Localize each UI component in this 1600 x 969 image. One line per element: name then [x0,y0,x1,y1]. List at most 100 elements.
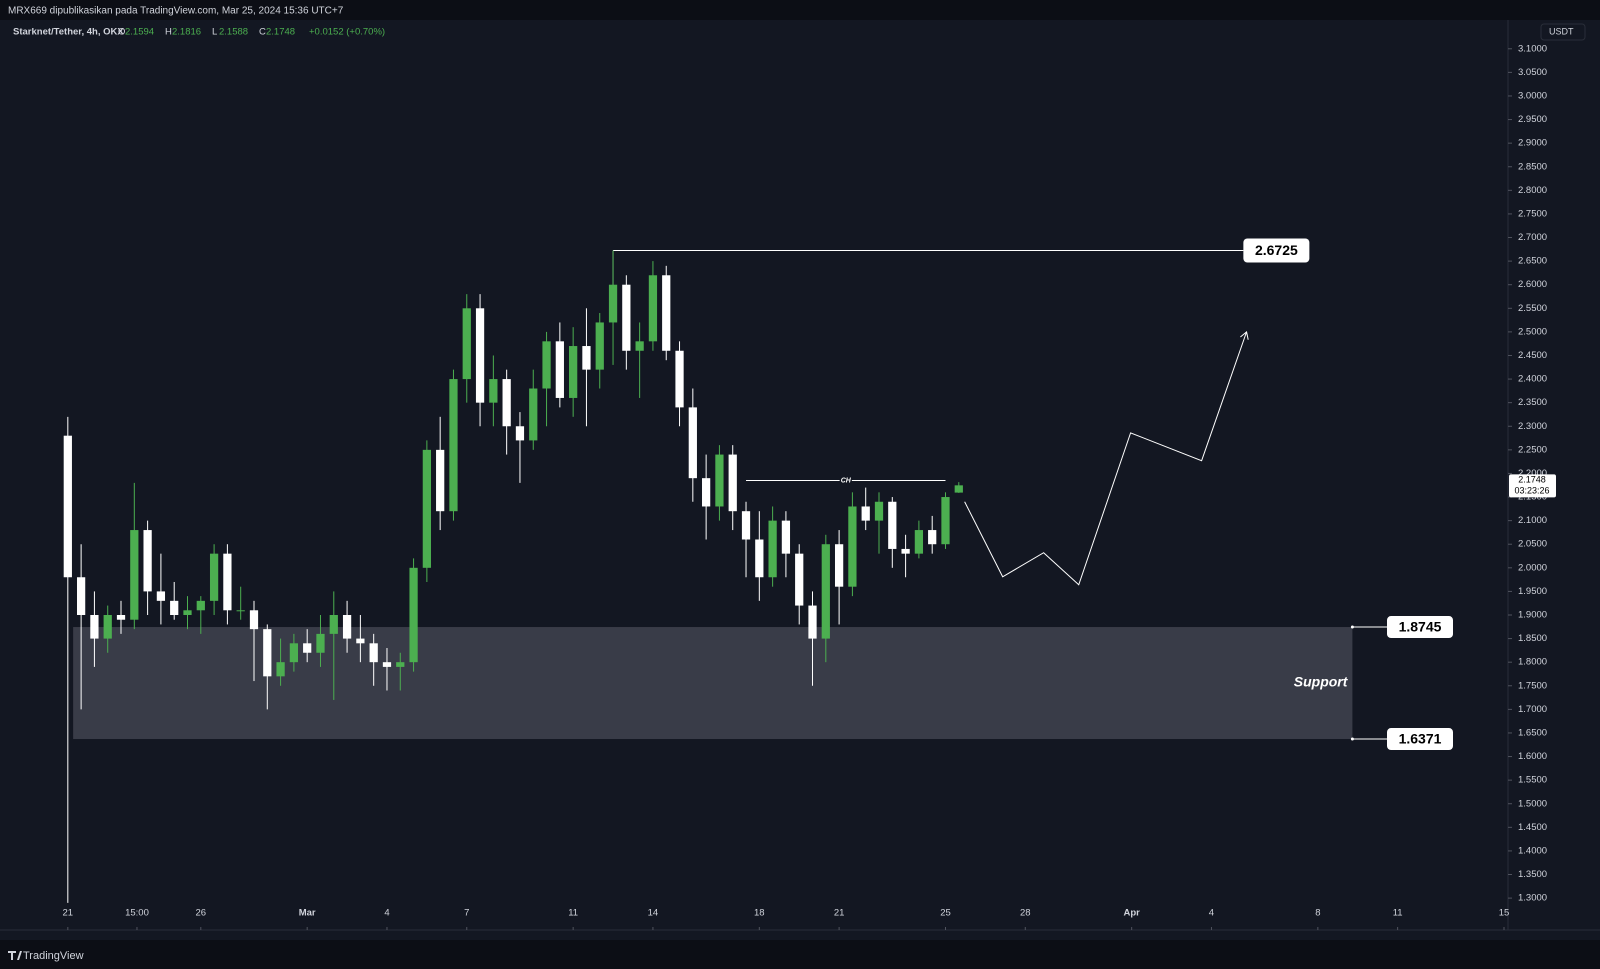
candle-body [928,530,937,545]
y-tick-label: 1.6000 [1518,751,1547,762]
candle-body [861,506,870,521]
legend-value: 2.1748 [266,27,295,38]
y-tick-label: 2.0500 [1518,539,1547,550]
candle-body [502,379,511,427]
y-tick-label: 2.6000 [1518,279,1547,290]
candle-body [702,478,711,507]
price-tag-label: 2.6725 [1255,242,1298,258]
x-tick-label: 11 [1393,908,1403,919]
candle-body [888,501,897,549]
support-label: Support [1294,674,1349,690]
candle-body [130,530,139,620]
x-tick-label: 14 [648,908,659,919]
last-price: 2.1748 [1518,475,1546,485]
candle-body [795,553,804,606]
y-tick-label: 2.1000 [1518,515,1547,526]
candle-body [569,346,578,398]
y-tick-label: 1.3000 [1518,893,1547,904]
candle-body [848,506,857,587]
y-tick-label: 2.8000 [1518,185,1547,196]
candle-body [755,539,764,578]
x-tick-label: Apr [1123,908,1140,919]
y-tick-label: 2.5500 [1518,303,1547,314]
footer-bar [0,940,1600,969]
x-tick-label: 18 [754,908,765,919]
candle-body [90,614,99,639]
candle-body [808,605,817,639]
candle-body [874,501,884,521]
legend-value: 2.1594 [125,27,154,38]
x-tick-label: 8 [1315,908,1320,919]
price-tag [1387,616,1453,639]
legend-change: +0.0152 (+0.70%) [309,27,385,38]
legend-key: L [212,27,217,38]
y-tick-label: 1.4500 [1518,822,1547,833]
legend-key: O [118,27,125,38]
projection-arrowhead [1240,330,1249,340]
candle-body [914,530,924,554]
candle-body [143,530,152,592]
y-tick-label: 2.3000 [1518,421,1547,432]
candle-body [329,614,338,634]
y-tick-label: 1.5000 [1518,798,1547,809]
candle-body [595,322,604,370]
candle-body [196,600,205,611]
y-tick-label: 1.4000 [1518,845,1547,856]
candle-body [356,638,365,644]
candle-body [369,643,378,663]
candle-body [781,520,791,554]
candle-body [76,577,86,615]
y-tick-label: 1.3500 [1518,869,1547,880]
candle-body [515,426,525,441]
candle-body [436,449,445,512]
candle-body [103,614,112,639]
y-tick-label: 1.5500 [1518,775,1547,786]
candle-body [901,548,910,554]
candle-body [688,407,697,479]
price-tag [1243,238,1310,263]
candle-body [555,341,564,398]
header-bar [0,0,1600,20]
candle-body [768,520,777,578]
candle-body [582,346,591,370]
candle-body [236,610,245,612]
x-tick-label: 7 [464,908,469,919]
candle-body [276,662,285,677]
currency: USDT [1549,26,1574,36]
candle-body [209,553,219,601]
candle-body [183,610,192,615]
symbol: Starknet/Tether, 4h, OKX [13,27,124,38]
y-tick-label: 2.5000 [1518,326,1547,337]
legend-key: H [165,27,172,38]
legend: Starknet/Tether, 4h, OKX O 2.1594 H 2.1816 L… [13,27,385,38]
candle-body [662,275,671,351]
candle-body [422,449,431,568]
y-tick-label: 1.8000 [1518,657,1547,668]
candle-body [289,643,299,663]
candle-body [954,485,963,493]
y-tick-label: 2.9500 [1518,114,1547,125]
y-tick-label: 3.0500 [1518,67,1547,78]
y-tick-label: 2.3500 [1518,397,1547,408]
x-tick-label: 15:00 [125,908,149,919]
support-zone [73,627,1353,740]
candle-body [941,497,950,545]
x-tick-label: 4 [1209,908,1214,919]
ch-label: CH [841,477,852,484]
y-tick-label: 2.4000 [1518,374,1547,385]
candle-body [489,379,498,403]
y-tick-label: 2.7500 [1518,208,1547,219]
x-tick-label: 28 [1020,908,1031,919]
candle-body [116,614,126,620]
candle-body [342,614,352,639]
x-tick-label: Mar [299,908,316,919]
price-tag [1387,728,1453,751]
candle-body [263,629,272,677]
x-tick-label: 15 [1499,908,1510,919]
candle-body [382,662,392,667]
candle-body [316,633,325,653]
candle-body [542,341,551,389]
brand: TradingView [23,950,84,962]
legend-key: C [259,27,266,38]
